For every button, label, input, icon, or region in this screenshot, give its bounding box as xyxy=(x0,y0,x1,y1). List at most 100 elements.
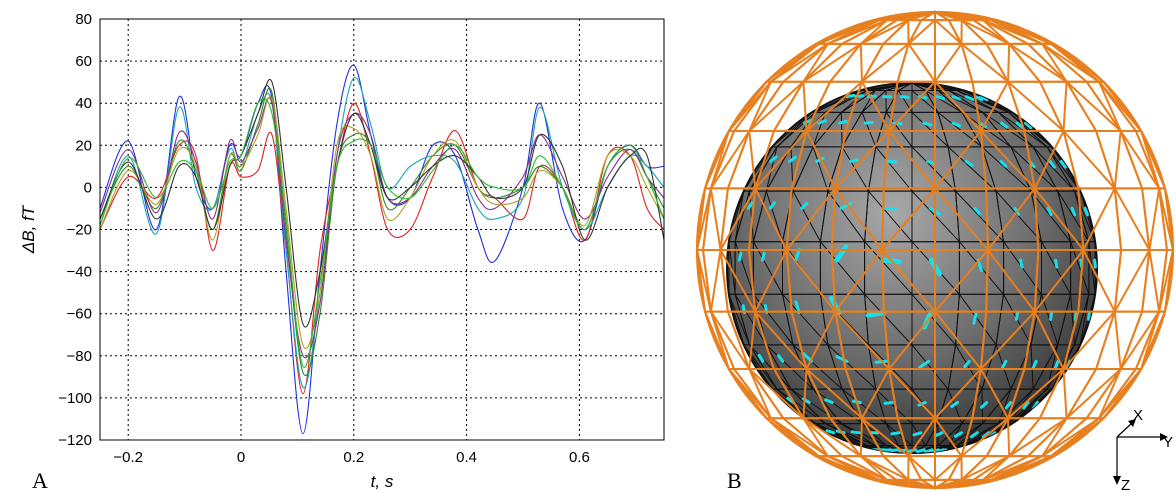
y-tick-label: −80 xyxy=(67,348,92,365)
series-line-4 xyxy=(99,87,665,376)
outer-mesh-edge xyxy=(1119,311,1160,370)
inner-mesh-edge xyxy=(864,293,913,346)
current-arrow xyxy=(972,311,978,325)
outer-mesh-edge xyxy=(934,130,982,190)
current-arrow xyxy=(863,121,874,125)
inner-mesh-edge xyxy=(956,423,984,446)
inner-mesh-edge xyxy=(911,445,926,453)
outer-mesh-edge xyxy=(982,455,1010,481)
current-arrow xyxy=(1073,311,1078,321)
outer-mesh-edge xyxy=(982,19,1010,45)
inner-mesh-edge xyxy=(840,112,843,147)
inner-mesh-edge xyxy=(749,344,792,390)
current-arrow xyxy=(1083,206,1089,217)
current-arrow xyxy=(747,200,754,210)
inner-mesh-edge xyxy=(955,344,983,390)
outer-mesh-edge xyxy=(888,81,936,132)
outer-mesh-edge xyxy=(859,418,863,457)
outer-mesh-edge xyxy=(754,310,808,370)
outer-mesh-edge xyxy=(1033,130,1065,189)
outer-mesh-edge xyxy=(696,188,712,251)
outer-mesh-edge xyxy=(805,130,837,189)
outer-mesh-edge xyxy=(1007,43,1011,82)
inner-mesh-edge xyxy=(728,294,750,346)
outer-mesh-edge xyxy=(907,19,936,45)
outer-mesh-edge xyxy=(1065,80,1122,132)
outer-mesh-edge xyxy=(907,43,936,83)
panel-b-sphere-model: X Y Z xyxy=(695,10,1175,493)
outer-mesh-edge xyxy=(1098,81,1142,132)
outer-mesh-edge xyxy=(1007,368,1065,420)
current-arrow xyxy=(999,159,1008,168)
current-arrow xyxy=(817,119,827,125)
outer-mesh-edge xyxy=(748,368,772,419)
outer-mesh-edge xyxy=(710,311,751,370)
outer-mesh-edge xyxy=(1140,311,1161,370)
outer-mesh-edge xyxy=(770,43,829,83)
outer-mesh-edge xyxy=(709,188,722,251)
inner-mesh-edge xyxy=(911,294,956,346)
outer-mesh-edge xyxy=(934,455,963,481)
outer-mesh-edge xyxy=(861,417,910,457)
outer-geodesic-mesh xyxy=(695,10,1175,490)
outer-mesh-cell xyxy=(896,42,936,83)
outer-mesh-edge xyxy=(934,478,996,489)
outer-mesh-edge xyxy=(802,417,829,457)
inner-mesh-edge xyxy=(875,146,913,192)
outer-mesh-edge xyxy=(1148,249,1161,312)
y-tick-label: −20 xyxy=(67,222,92,239)
current-arrow xyxy=(794,248,801,262)
current-arrow xyxy=(963,359,971,369)
outer-mesh-edge xyxy=(860,455,909,481)
panel-label-b: B xyxy=(727,468,742,493)
outer-mesh-edge xyxy=(748,81,772,132)
outer-mesh-edge xyxy=(934,417,963,457)
outer-mesh-edge xyxy=(1158,249,1174,312)
current-arrow xyxy=(918,359,931,369)
series-line-3 xyxy=(99,77,665,389)
outer-mesh-edge xyxy=(979,81,1009,132)
outer-mesh-edge xyxy=(1113,249,1151,313)
outer-mesh-edge xyxy=(1062,130,1116,190)
outer-mesh-edge xyxy=(1008,43,1068,83)
outer-mesh-edge xyxy=(888,130,936,190)
inner-mesh-edge xyxy=(825,423,876,446)
outer-mesh-edge xyxy=(934,249,989,313)
inner-mesh-edge xyxy=(1010,146,1059,192)
current-arrow xyxy=(899,95,910,99)
current-arrow xyxy=(886,159,897,164)
outer-mesh-edge xyxy=(987,249,1036,313)
outer-mesh-edge xyxy=(987,187,1036,251)
current-arrow xyxy=(825,429,836,435)
outer-mesh-edge xyxy=(1033,187,1085,251)
y-tick-label: 40 xyxy=(75,95,92,112)
current-arrow xyxy=(1014,311,1020,321)
axis-y-label: Y xyxy=(1163,434,1173,451)
y-tick-label: −60 xyxy=(67,306,92,323)
inner-mesh-edge xyxy=(995,190,1042,243)
outer-mesh-edge xyxy=(1062,310,1116,370)
outer-mesh-edge xyxy=(834,249,883,313)
current-arrow xyxy=(935,95,946,101)
outer-mesh-edge xyxy=(961,455,1010,481)
current-arrow xyxy=(926,159,936,166)
y-tick-label: −100 xyxy=(58,390,92,407)
outer-mesh-edge xyxy=(860,19,909,45)
inner-mesh-edge xyxy=(1057,190,1090,242)
inner-mesh-edge xyxy=(734,294,767,346)
outer-mesh-edge xyxy=(980,130,1036,190)
inner-mesh-edge xyxy=(1079,294,1090,345)
current-arrow xyxy=(934,431,944,438)
outer-mesh-edge xyxy=(834,187,883,251)
outer-mesh-edge xyxy=(802,81,808,132)
outer-mesh-edge xyxy=(934,310,982,370)
outer-mesh-edge xyxy=(1053,43,1100,83)
outer-mesh-edge xyxy=(861,368,891,419)
x-tick-label: 0.6 xyxy=(569,449,590,466)
current-arrow xyxy=(883,206,898,211)
current-arrow xyxy=(882,448,892,452)
outer-mesh-rim xyxy=(695,10,1175,490)
outer-mesh-edge xyxy=(960,417,1009,457)
current-arrow xyxy=(922,121,933,127)
